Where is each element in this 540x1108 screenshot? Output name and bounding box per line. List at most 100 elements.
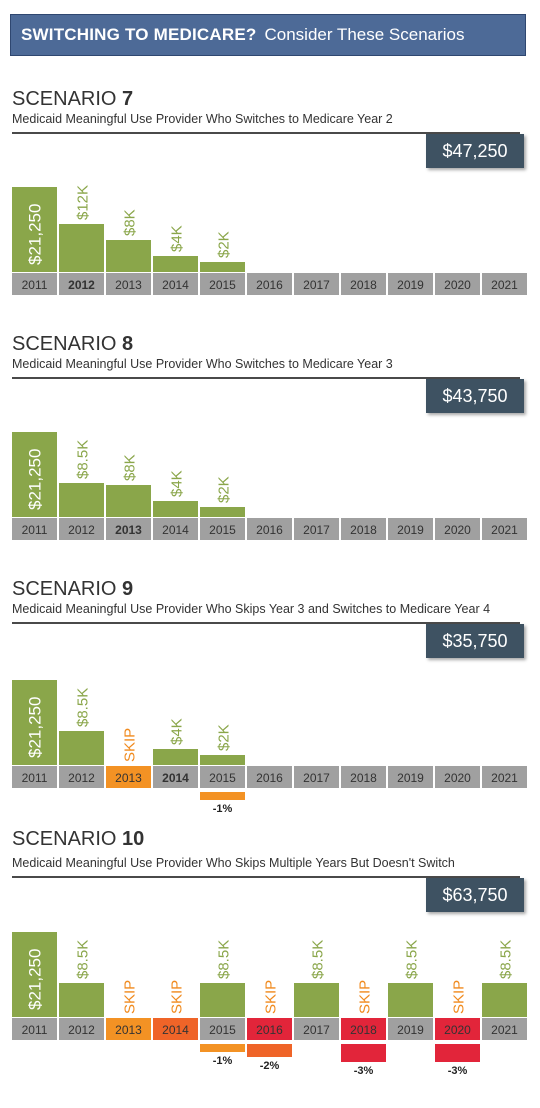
scenario-total: $43,750 (426, 379, 524, 413)
year-box (153, 1018, 198, 1040)
data-label: $8K (122, 454, 139, 481)
year-label: 2019 (397, 278, 424, 292)
year-box (435, 273, 480, 295)
year-label: 2016 (256, 523, 283, 537)
year-box (341, 1018, 386, 1040)
data-label: $21,250 (26, 949, 45, 1010)
scenario-total: $63,750 (426, 878, 524, 912)
year-box (200, 766, 245, 788)
data-label: $21,250 (26, 697, 45, 758)
year-label: 2020 (444, 523, 471, 537)
year-box (59, 766, 104, 788)
year-box (106, 1018, 151, 1040)
year-box (388, 518, 433, 540)
bar (12, 432, 57, 517)
bar (59, 483, 104, 517)
scenario-chart: 2011 $21,250 2012 $12K 2013 $8K 2014 $4K 2015 $2K… (12, 185, 527, 295)
data-label: $21,250 (26, 204, 45, 265)
scenario-label: SCENARIO (12, 333, 123, 355)
year-label: 2016 (256, 771, 283, 785)
year-box (341, 273, 386, 295)
scenario-title: SCENARIO 8 (12, 333, 133, 356)
year-box (341, 518, 386, 540)
scenario-subtitle: Medicaid Meaningful Use Provider Who Ski… (12, 856, 455, 870)
skip-label: SKIP (451, 980, 468, 1014)
bar (59, 731, 104, 765)
year-label: 2019 (397, 1023, 424, 1037)
data-label: $8K (122, 209, 139, 236)
scenario-divider (12, 377, 520, 379)
year-label: 2012 (68, 771, 95, 785)
year-label: 2020 (444, 1023, 471, 1037)
year-label: 2013 (115, 523, 142, 537)
year-box (12, 766, 57, 788)
year-box (435, 766, 480, 788)
year-box (200, 518, 245, 540)
bar (153, 501, 198, 517)
year-box (435, 1018, 480, 1040)
scenario-number: 8 (122, 333, 134, 355)
scenario-subtitle: Medicaid Meaningful Use Provider Who Swi… (12, 112, 393, 126)
year-label: 2014 (162, 523, 189, 537)
bar (59, 983, 104, 1017)
scenario-total: $35,750 (426, 624, 524, 658)
year-label: 2019 (397, 771, 424, 785)
year-box (388, 273, 433, 295)
header-title-rest: Consider These Scenarios (264, 25, 465, 44)
data-label: $4K (169, 225, 186, 252)
year-label: 2021 (491, 1023, 518, 1037)
year-box (59, 518, 104, 540)
year-label: 2015 (209, 771, 236, 785)
year-box (247, 518, 292, 540)
penalty-label: -2% (260, 1060, 280, 1072)
year-box (106, 273, 151, 295)
year-label: 2015 (209, 523, 236, 537)
bar (106, 240, 151, 272)
bar (106, 485, 151, 517)
bar (12, 680, 57, 765)
year-label: 2012 (68, 278, 95, 292)
year-label: 2018 (350, 1023, 377, 1037)
year-box (12, 518, 57, 540)
penalty-bar (341, 1044, 386, 1062)
bar (59, 224, 104, 272)
year-label: 2011 (22, 278, 48, 292)
data-label: $8.5K (216, 940, 233, 979)
year-label: 2012 (68, 1023, 95, 1037)
year-box (435, 518, 480, 540)
year-label: 2017 (303, 1023, 330, 1037)
year-label: 2018 (350, 771, 377, 785)
scenario-number: 9 (122, 578, 134, 600)
year-box (247, 1018, 292, 1040)
year-label: 2020 (444, 278, 471, 292)
year-box (388, 1018, 433, 1040)
bar (200, 983, 245, 1017)
year-label: 2012 (68, 523, 95, 537)
data-label: $8.5K (404, 940, 421, 979)
year-label: 2018 (350, 523, 377, 537)
scenario-title: SCENARIO 10 (12, 828, 144, 851)
scenario-total: $47,250 (426, 134, 524, 168)
bar (200, 262, 245, 272)
scenario-divider (12, 622, 520, 624)
data-label: $4K (169, 470, 186, 497)
scenario-label: SCENARIO (12, 578, 123, 600)
year-box (482, 766, 527, 788)
data-label: $8.5K (75, 440, 92, 479)
year-box (153, 766, 198, 788)
data-label: $8.5K (75, 688, 92, 727)
data-label: $12K (75, 185, 92, 220)
data-label: $4K (169, 718, 186, 745)
year-box (294, 273, 339, 295)
data-label: $8.5K (75, 940, 92, 979)
scenario-chart: 2011 $21,250 2012 $8.5K 2013 SKIP 2014 $4K 2015 $… (12, 680, 527, 815)
scenario-label: SCENARIO (12, 88, 123, 110)
skip-label: SKIP (122, 980, 139, 1014)
scenario-title: SCENARIO 7 (12, 88, 133, 111)
penalty-label: -3% (354, 1065, 374, 1077)
scenario-divider (12, 876, 520, 878)
year-box (12, 273, 57, 295)
data-label: $2K (216, 724, 233, 751)
year-box (200, 1018, 245, 1040)
year-box (482, 1018, 527, 1040)
